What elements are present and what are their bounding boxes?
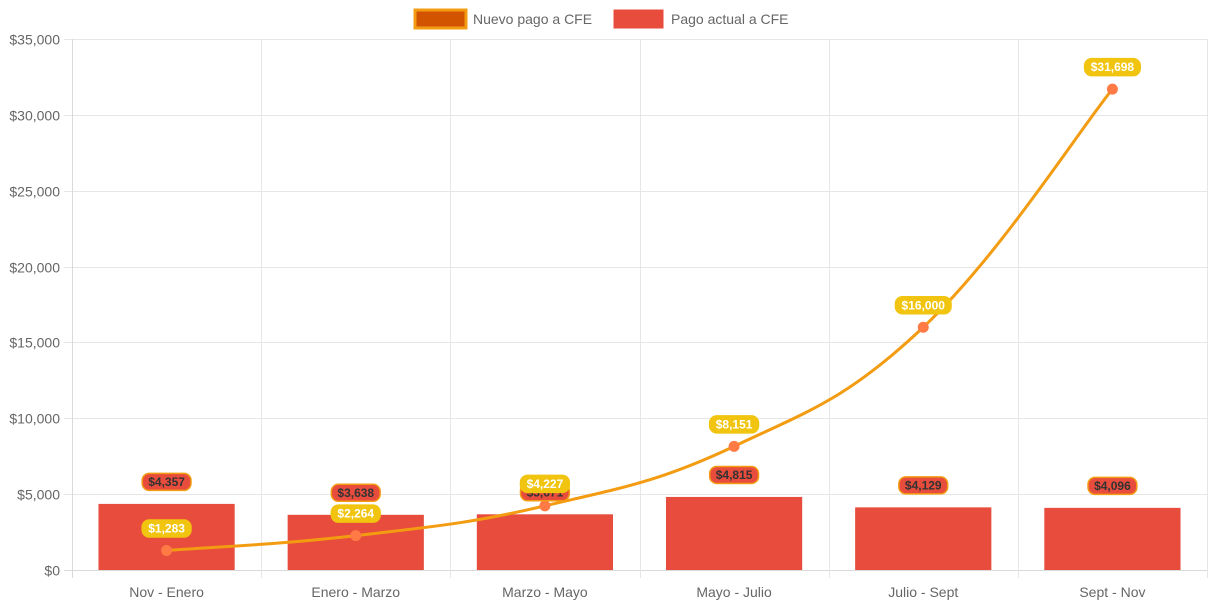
line-data-label-bg (330, 504, 381, 523)
y-tick-label: $20,000 (9, 260, 60, 276)
x-tick-label: Marzo - Mayo (502, 584, 588, 600)
x-tick-label: Enero - Marzo (311, 584, 400, 600)
legend-label-nuevo-pago[interactable]: Nuevo pago a CFE (473, 11, 592, 27)
line-data-label: $1,283 (148, 522, 185, 536)
bar-pago-actual[interactable] (1044, 507, 1181, 570)
x-tick-label: Nov - Enero (129, 584, 204, 600)
bar-pago-actual[interactable] (476, 514, 614, 570)
y-tick-label: $15,000 (9, 335, 60, 351)
point-nuevo-pago[interactable] (917, 321, 929, 333)
y-tick-label: $5,000 (17, 487, 60, 503)
legend-swatch-nuevo-pago[interactable] (413, 8, 468, 30)
grid (64, 39, 1208, 578)
bar-pago-actual[interactable] (855, 507, 992, 570)
point-nuevo-pago[interactable] (728, 440, 740, 452)
bar-data-label-bg (330, 483, 381, 503)
bar-data-label: $3,638 (337, 486, 374, 500)
point-nuevo-pago[interactable] (1106, 83, 1118, 95)
y-tick-label: $35,000 (9, 32, 60, 48)
axes: $0 $5,000 $10,000 $15,000 $20,000 $25,000 $30,… (9, 32, 1145, 601)
bar-data-label-bg (898, 476, 949, 495)
y-tick-label: $0 (44, 563, 60, 579)
legend-label-pago-actual[interactable]: Pago actual a CFE (671, 11, 789, 27)
legend-swatch-pago-actual[interactable] (613, 9, 664, 29)
line-data-label: $31,698 (1091, 60, 1135, 74)
bar-data-label: $4,129 (905, 478, 942, 492)
line-data-label-bg (1083, 57, 1141, 77)
bar-pago-actual[interactable] (665, 496, 803, 570)
point-nuevo-pago[interactable] (350, 530, 362, 542)
x-tick-label: Sept - Nov (1079, 584, 1145, 600)
line-series (161, 83, 1118, 557)
line-data-label-bg (519, 474, 571, 494)
line-data-label-bg (894, 296, 952, 315)
line-data-label: $8,151 (716, 417, 753, 431)
bar-data-label-bg (141, 472, 192, 492)
x-tick-label: Mayo - Julio (696, 584, 772, 600)
y-tick-label: $25,000 (9, 184, 60, 200)
bar-series (98, 496, 1181, 570)
bar-data-label-bg (708, 465, 760, 485)
bar-data-label: $4,096 (1094, 479, 1131, 493)
bar-data-label-bg (1087, 476, 1138, 496)
bar-data-label: $4,815 (716, 468, 753, 482)
line-data-label: $16,000 (902, 298, 946, 312)
line-data-label: $4,227 (527, 477, 564, 491)
bar-data-label: $4,357 (148, 475, 185, 489)
line-data-label-bg (141, 519, 192, 538)
y-tick-label: $30,000 (9, 108, 60, 124)
data-labels: $4,357$3,638$3,671$4,815$4,129$4,096$1,2… (141, 57, 1141, 538)
line-nuevo-pago (166, 88, 1114, 553)
point-nuevo-pago[interactable] (539, 500, 551, 512)
bar-pago-actual[interactable] (287, 514, 424, 570)
line-data-label-bg (708, 415, 760, 434)
y-tick-label: $10,000 (9, 411, 60, 427)
line-data-label: $2,264 (337, 507, 374, 521)
legend: Nuevo pago a CFE Pago actual a CFE (413, 8, 789, 30)
point-nuevo-pago[interactable] (161, 545, 173, 557)
x-tick-label: Julio - Sept (888, 584, 958, 600)
